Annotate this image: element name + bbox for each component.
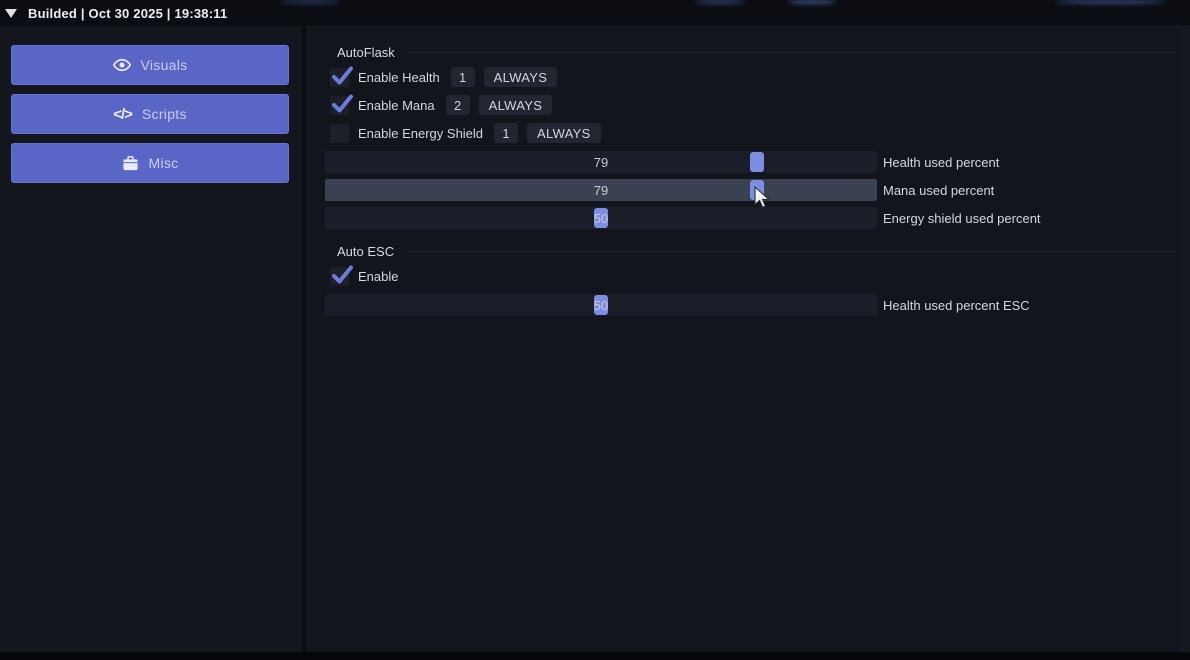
checkbox-row: Enable Energy Shield 1 ALWAYS (330, 123, 1190, 143)
code-icon: </> (113, 105, 133, 123)
briefcase-icon (122, 155, 139, 171)
checkbox-checked[interactable] (330, 94, 353, 115)
background-glow (788, 0, 836, 4)
sidebar-button-visuals[interactable]: Visuals (11, 45, 289, 85)
checkbox-row: Enable (330, 265, 1190, 286)
checkmark-icon (332, 66, 353, 84)
sidebar-button-misc[interactable]: Misc (11, 143, 289, 183)
checkbox-row: Enable Mana 2 ALWAYS (330, 94, 1190, 115)
slider-handle[interactable] (594, 295, 608, 315)
sidebar: Visuals </> Scripts Misc (0, 26, 302, 652)
main-content: AutoFlask Enable Health 1 ALWAYS Enable Mana… (306, 27, 1190, 652)
panel-right-edge (1180, 27, 1190, 653)
checkbox-label: Enable Mana (358, 97, 435, 113)
checkmark-icon (332, 265, 353, 283)
checkbox-label: Enable Energy Shield (358, 125, 484, 141)
group-title: AutoFlask (337, 45, 395, 60)
slider-value: 79 (593, 182, 609, 198)
checkbox-checked[interactable] (330, 66, 353, 87)
checkmark-icon (332, 94, 353, 112)
slider-track[interactable]: 50 (325, 294, 877, 316)
slider-row: 79 Mana used percent (325, 179, 1190, 201)
checkbox-row: Enable Health 1 ALWAYS (330, 66, 1190, 87)
sidebar-button-scripts[interactable]: </> Scripts (11, 94, 289, 134)
titlebar: Builded | Oct 30 2025 | 19:38:11 (0, 0, 1190, 26)
checkbox-label: Enable Health (358, 69, 440, 85)
sidebar-button-label: Misc (148, 155, 179, 171)
slider-handle[interactable] (750, 152, 764, 172)
mode-dropdown[interactable]: ALWAYS (527, 123, 601, 143)
slider-handle[interactable] (750, 180, 764, 200)
checkbox-label: Enable (358, 268, 399, 284)
background-glow (1055, 0, 1165, 4)
collapse-triangle-icon[interactable] (5, 8, 17, 18)
hotkey-button[interactable]: 1 (494, 123, 519, 143)
group-header: AutoFlask (337, 45, 1190, 60)
overlay-window: Visuals </> Scripts Misc AutoFlask Enable He… (0, 26, 1190, 653)
group-header-line (404, 251, 1176, 252)
hotkey-button[interactable]: 2 (445, 95, 470, 115)
sidebar-button-label: Visuals (140, 57, 188, 73)
build-title: Builded | Oct 30 2025 | 19:38:11 (28, 5, 228, 21)
group-header: Auto ESC (337, 244, 1190, 259)
hotkey-button[interactable]: 1 (450, 67, 475, 87)
slider-row: 79 Health used percent (325, 151, 1190, 173)
mode-dropdown[interactable]: ALWAYS (483, 67, 558, 87)
group-header-line (404, 52, 1176, 53)
slider-label: Energy shield used percent (883, 210, 1041, 226)
group-title: Auto ESC (337, 244, 395, 259)
sidebar-button-label: Scripts (141, 106, 187, 122)
slider-track[interactable]: 79 (325, 179, 877, 201)
background-glow (280, 0, 340, 4)
main-panel: AutoFlask Enable Health 1 ALWAYS Enable Mana… (306, 26, 1190, 653)
slider-label: Mana used percent (883, 182, 995, 198)
checkbox-unchecked[interactable] (330, 123, 349, 143)
slider-row: 50 Energy shield used percent (325, 207, 1190, 229)
slider-row: 50 Health used percent ESC (325, 294, 1190, 316)
sidebar-divider (302, 26, 306, 652)
slider-track[interactable]: 50 (325, 207, 877, 229)
background-glow (695, 0, 745, 4)
checkbox-checked[interactable] (330, 265, 353, 286)
slider-value: 79 (593, 154, 609, 170)
slider-label: Health used percent ESC (883, 297, 1030, 313)
eye-icon (112, 58, 131, 72)
slider-handle[interactable] (594, 208, 608, 228)
slider-track[interactable]: 79 (325, 151, 877, 173)
slider-label: Health used percent (883, 154, 1000, 170)
mode-dropdown[interactable]: ALWAYS (478, 95, 553, 115)
